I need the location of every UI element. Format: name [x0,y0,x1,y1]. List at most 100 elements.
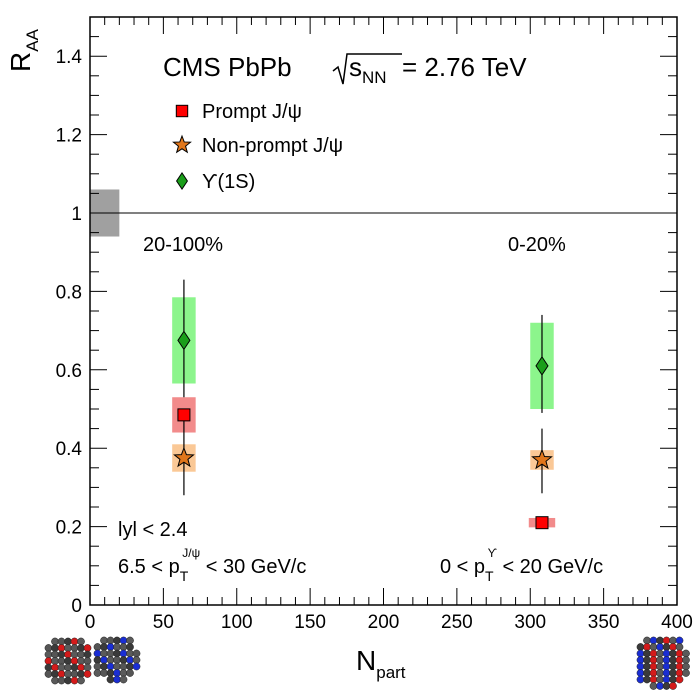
nucleon [51,650,59,659]
nucleon [675,643,684,651]
nucleon [119,643,128,651]
header-pre: CMS PbPb [163,52,292,82]
y-tick-label: 1.2 [56,126,82,147]
x-tick-label: 350 [588,612,620,633]
nucleon [669,643,677,651]
nucleon [126,656,134,664]
nucleon [649,636,658,645]
pt-right-sup: ϒ [488,546,498,560]
nucleon [656,643,664,651]
nucleon [100,669,108,677]
data-point-star [531,448,553,470]
pt-left-sub: T [180,568,189,584]
nucleon [77,650,85,659]
systematic-boxes [172,297,556,528]
x-tick-label: 300 [514,612,546,633]
data-point-star [173,446,195,468]
nucleon [83,670,92,678]
nucleon [669,656,677,664]
y-axis-title: RAA [5,28,42,72]
data-point-square [535,516,549,530]
nucleon [636,669,645,677]
nucleon [106,662,115,671]
nucleon [643,669,651,677]
chart-header: CMS PbPb [163,52,292,82]
nucleus-collision-central-icon [636,636,690,690]
nucleon [119,649,128,658]
nucleon [643,662,651,671]
pt-range-left: 6.5 < pT J/ψ < 30 GeV/c [118,546,306,584]
nucleon [119,656,128,664]
y-tick-label: 0.2 [56,518,82,539]
y-tick-label: 0.4 [56,439,83,460]
nucleon [649,656,658,664]
nucleon [51,637,59,646]
statistical-error-bars [183,279,543,529]
legend-label-nonprompt: Non-prompt J/ψ [202,135,343,157]
nucleon [656,656,664,664]
nucleon [132,662,141,671]
legend-label-upsilon: ϒ(1S) [202,171,255,193]
nucleon [669,675,677,684]
centrality-left-label: 20-100% [143,234,223,256]
y-tick-label: 0.8 [56,282,82,303]
header-post: = 2.76 TeV [402,52,527,82]
nucleon [662,669,671,677]
x-tick-label: 100 [221,612,253,633]
nucleon [83,650,92,659]
nucleon [51,644,59,652]
nucleon [106,636,115,645]
nucleon [93,643,102,651]
nucleon [675,656,684,664]
nucleon [126,662,134,671]
nucleon [64,663,72,672]
nucleon [669,669,677,677]
x-tick-labels: 0 50 100 150 200 250 300 350 400 [85,612,693,633]
header-sqrt-s: sNN [349,52,387,87]
nucleon [656,682,664,690]
rapidity-label: lyl < 2.4 [118,519,187,541]
nucleon [106,669,115,677]
nucleon [669,662,677,671]
nucleon [675,649,684,658]
nucleon [656,669,664,677]
nucleon [662,682,671,690]
nucleon [106,656,115,664]
nucleon [649,662,658,671]
nucleon [70,657,79,665]
nucleon [64,644,72,652]
nucleon [649,643,658,651]
nucleon [77,663,85,672]
nucleon [77,657,85,665]
legend-marker-square [175,104,189,118]
nucleon [643,649,651,658]
nucleon [93,649,102,658]
pt-right-post: < 20 GeV/c [497,556,603,578]
nucleon [57,657,66,665]
sqrt-sign-icon [332,53,402,85]
nucleon [675,675,684,684]
nucleon [113,649,121,658]
nucleon [51,676,59,685]
nucleon [662,662,671,671]
nucleon [662,649,671,658]
nucleon [126,649,134,658]
data-markers [173,330,553,530]
nucleon [669,682,677,690]
x-tick-label: 150 [294,612,326,633]
data-point-square [177,408,191,422]
nucleon [44,650,53,659]
nucleon [662,643,671,651]
legend-marker-star [172,134,192,154]
nucleon [656,662,664,671]
nucleon [675,662,684,671]
pt-left-post: < 30 GeV/c [200,556,306,578]
y-tick-label: 0 [71,596,82,617]
y-tick-label: 1.4 [56,47,83,68]
nucleon [636,662,645,671]
centrality-right-label: 0-20% [508,234,566,256]
nucleon [636,649,645,658]
nucleon [126,643,134,651]
legend-label-prompt: Prompt J/ψ [202,101,302,123]
nucleon [649,649,658,658]
